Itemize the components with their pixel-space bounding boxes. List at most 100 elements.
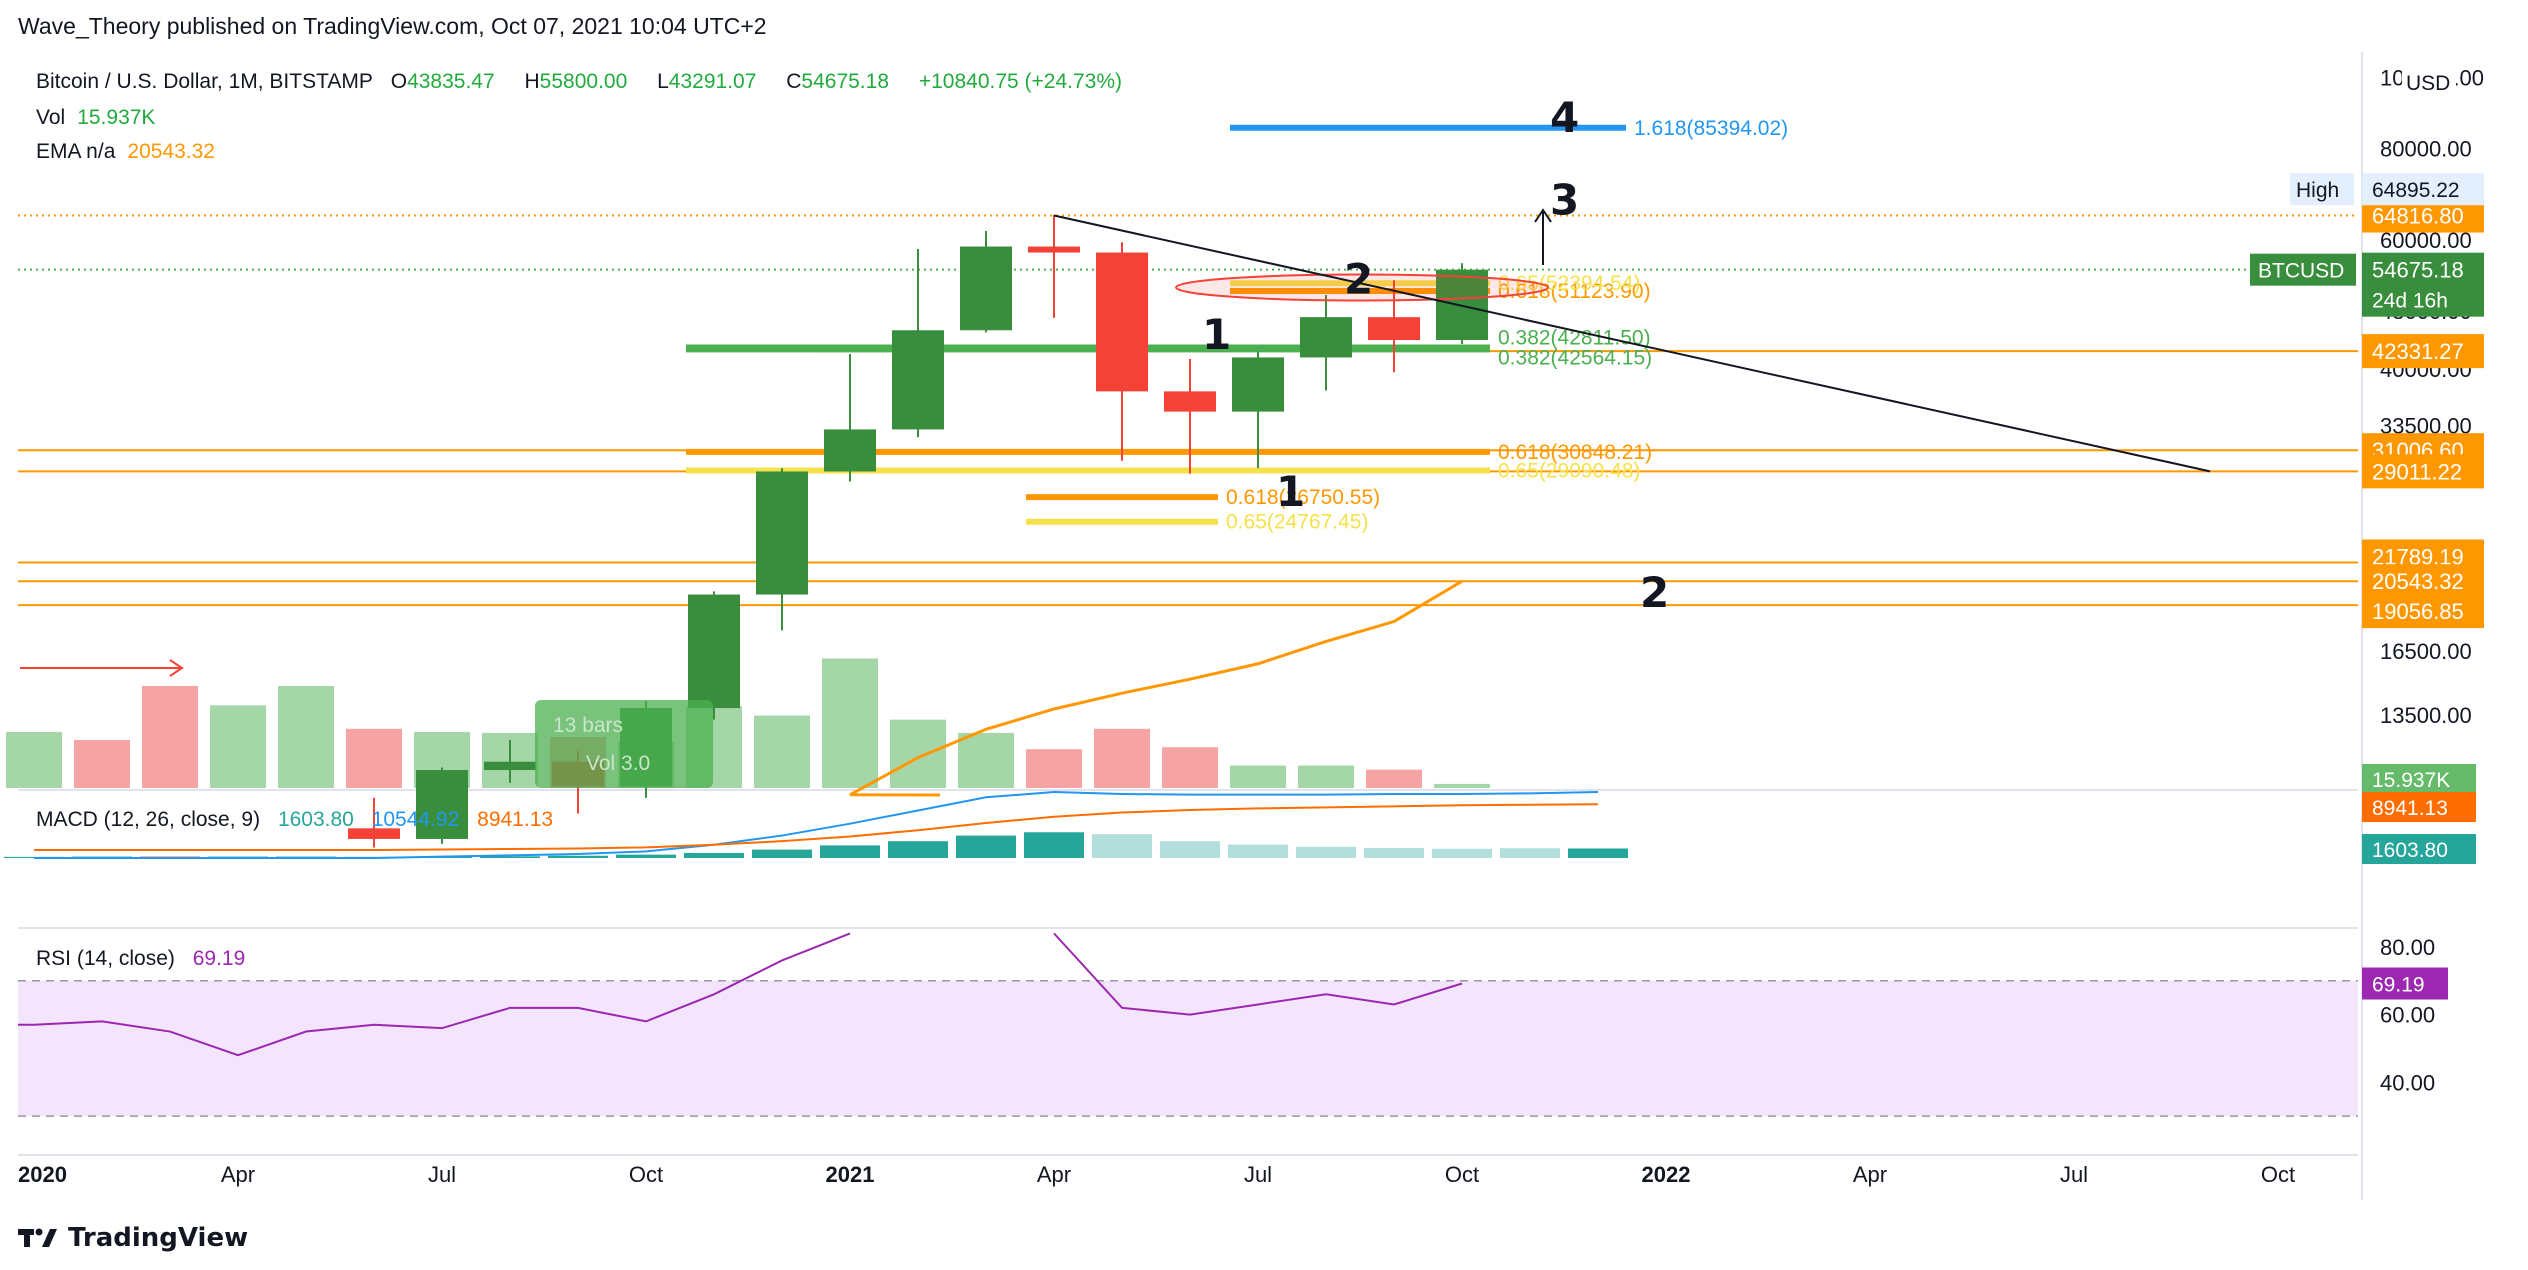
- footer-brand-name: TradingView: [68, 1223, 249, 1253]
- volume-bar: [278, 686, 334, 788]
- rsi-legend: RSI (14, close) 69.19: [36, 947, 257, 971]
- level-axis-badge: 42331.27: [2372, 339, 2464, 364]
- wave-count-label: 1: [1202, 310, 1231, 359]
- time-tick-label: Jul: [1244, 1162, 1272, 1187]
- ema-label[interactable]: EMA n/a: [36, 140, 116, 163]
- macd-signal-value: 8941.13: [477, 808, 554, 831]
- volume-bar: [1162, 747, 1218, 788]
- macd-histogram-bar: [684, 852, 744, 858]
- candle-body: [484, 761, 536, 771]
- time-tick-label: 2020: [18, 1162, 67, 1187]
- level-axis-badge-bg: [2362, 334, 2484, 369]
- bars-count-label: 13 bars: [553, 714, 623, 737]
- volume-bar: [1026, 749, 1082, 788]
- fib-level-label: 0.65(52394.54): [1498, 272, 1640, 295]
- ema-legend: EMA n/a 20543.32: [36, 140, 227, 164]
- high-value-bg: [2362, 173, 2484, 206]
- wave-count-label: 2: [1344, 255, 1373, 304]
- fib-level-label: 0.65(24767.45): [1226, 511, 1368, 534]
- bars-volume-label: Vol 3.0: [586, 752, 650, 775]
- publisher-line: Wave_Theory published on TradingView.com…: [18, 13, 767, 39]
- low-value: 43291.07: [668, 70, 757, 93]
- wave3-arrow-head: [1534, 208, 1552, 223]
- rsi-label[interactable]: RSI (14, close): [36, 947, 175, 970]
- candle-body: [1368, 317, 1420, 340]
- macd-hist-badge-bg: [2362, 834, 2476, 864]
- chart-canvas[interactable]: 1.618(85394.02) 0.618(51123.90)0.65(52394…: [0, 0, 2528, 1218]
- last-price-value: 54675.18: [2372, 258, 2464, 283]
- currency-box: [2402, 66, 2456, 96]
- volume-bar: [822, 658, 878, 788]
- macd-histogram-bar: [1364, 847, 1424, 858]
- wave-count-label: 3: [1550, 175, 1579, 224]
- volume-bar: [74, 740, 130, 788]
- main-legend: Bitcoin / U.S. Dollar, 1M, BITSTAMP O438…: [36, 70, 1134, 94]
- fib-levels: 1.618(85394.02) 0.618(51123.90)0.65(52394…: [686, 117, 1788, 534]
- fib-level-label: 1.618(85394.02): [1634, 117, 1788, 140]
- volume-bar: [142, 686, 198, 788]
- fib-level-label: 0.618(26750.55): [1226, 486, 1380, 509]
- volume-bar: [1298, 765, 1354, 788]
- candle-countdown: 24d 16h: [2372, 290, 2448, 313]
- time-tick-label: 2021: [826, 1162, 875, 1187]
- macd-histogram-bar: [888, 841, 948, 858]
- low-label: L: [657, 70, 669, 93]
- rsi-tick-label: 80.00: [2380, 935, 2435, 960]
- macd-histogram-bar: [480, 856, 540, 858]
- tradingview-logo-icon: [18, 1227, 58, 1249]
- candle-body: [756, 471, 808, 595]
- ema-line: [849, 579, 1463, 797]
- macd-histogram-bar: [1432, 848, 1492, 858]
- level-axis-badge-bg: [2362, 454, 2484, 489]
- volume-bar: [6, 731, 62, 788]
- volume-bar: [1366, 769, 1422, 788]
- time-tick-label: Oct: [2261, 1162, 2295, 1187]
- macd-signal-badge-bg: [2362, 792, 2476, 822]
- high-value: 55800.00: [539, 70, 628, 93]
- symbol-badge: BTCUSD: [2258, 260, 2344, 283]
- time-tick-label: Jul: [428, 1162, 456, 1187]
- ema-value: 20543.32: [127, 140, 215, 163]
- price-axis: 100000.0080000.0060000.0048000.0040000.0…: [2250, 66, 2484, 1095]
- macd-histogram-bar: [616, 854, 676, 858]
- macd-hist-badge: 1603.80: [2372, 839, 2448, 862]
- rsi-series-line: [1053, 932, 1463, 1016]
- volume-bar: [1434, 783, 1490, 788]
- level-axis-badge: 29011.22: [2372, 459, 2462, 484]
- wave-labels: 1 2 3 4 1 2: [1202, 93, 1669, 617]
- footer-brand: TradingView: [18, 1218, 248, 1258]
- candle-body: [824, 429, 876, 472]
- time-tick-label: Apr: [1853, 1162, 1887, 1187]
- candle-body: [688, 594, 740, 709]
- vol-label[interactable]: Vol: [36, 106, 66, 129]
- macd-histogram-bar: [1296, 846, 1356, 858]
- candle-body: [1028, 246, 1080, 253]
- symbol-title[interactable]: Bitcoin / U.S. Dollar, 1M, BITSTAMP: [36, 70, 373, 93]
- macd-histogram-bar: [1228, 844, 1288, 858]
- volume-bar: [346, 728, 402, 788]
- rsi-value: 69.19: [192, 947, 246, 970]
- fib-level-label: 0.382(42811.50): [1498, 327, 1651, 350]
- rsi-badge-bg: [2362, 967, 2448, 1000]
- macd-histogram-bar: [1500, 848, 1560, 858]
- price-tick-label: 16500.00: [2380, 639, 2472, 664]
- high-label-bg: [2290, 173, 2354, 206]
- macd-histogram-bar: [548, 855, 608, 858]
- red-arrow-head: [169, 659, 184, 677]
- macd-line-value: 10544.92: [371, 808, 460, 831]
- vol-value: 15.937K: [77, 106, 156, 129]
- rsi-series-line: [18, 932, 851, 1057]
- candle-body: [1232, 357, 1284, 412]
- candle-body: [892, 330, 944, 430]
- candle-body: [1300, 317, 1352, 358]
- macd-histogram-bar: [1568, 848, 1628, 858]
- volume-bar: [1230, 765, 1286, 788]
- rsi-badge: 69.19: [2372, 974, 2425, 997]
- bars-range-box: [535, 700, 713, 788]
- macd-pane: [4, 790, 1628, 859]
- open-label: O: [390, 70, 408, 93]
- macd-label[interactable]: MACD (12, 26, close, 9): [36, 808, 261, 831]
- candle-body: [1096, 252, 1148, 392]
- level-axis-badge-bg: [2362, 564, 2484, 599]
- level-axis-badge-bg: [2362, 594, 2484, 629]
